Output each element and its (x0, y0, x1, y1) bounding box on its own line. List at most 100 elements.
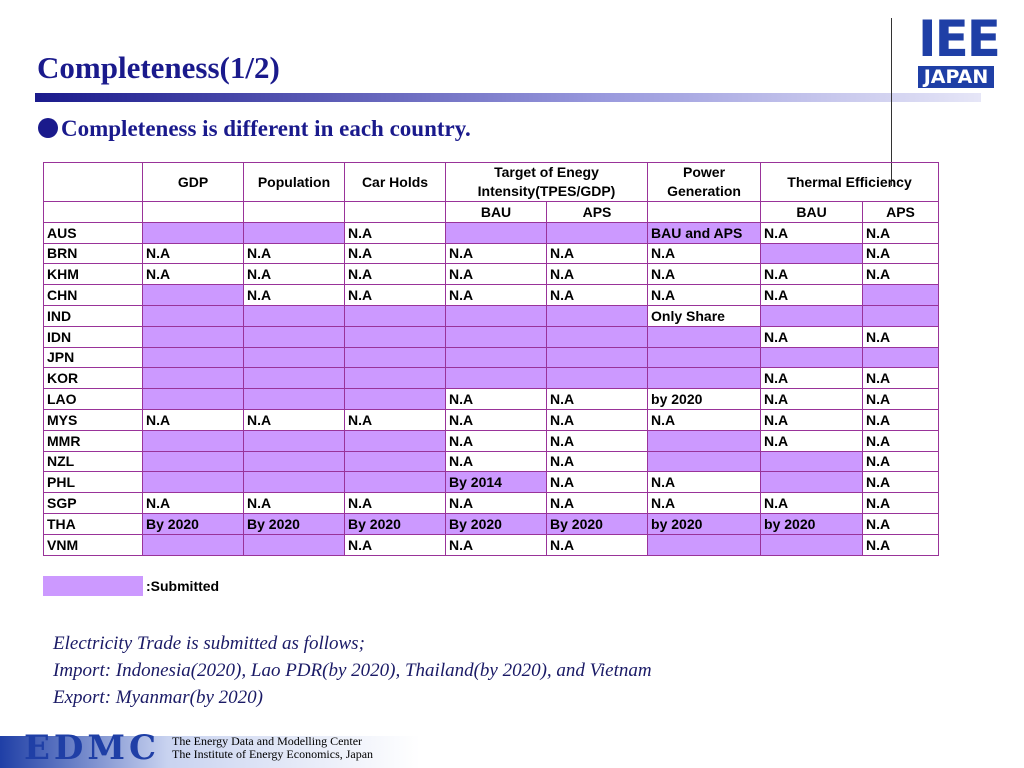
subheader-row: BAU APS BAU APS (43, 201, 940, 223)
cell: N.A (243, 263, 345, 286)
cell: N.A (545, 408, 649, 431)
cell (243, 471, 345, 494)
row-label: PHL (43, 471, 143, 494)
subcolumn-header (142, 201, 244, 223)
row: KOR N.A N.A (43, 367, 940, 390)
cell (344, 388, 446, 410)
subcolumn-header (647, 201, 762, 223)
cell: N.A (647, 242, 762, 265)
cell (760, 533, 864, 556)
cell: N.A (862, 471, 940, 494)
cell: N.A (344, 533, 446, 556)
cell (142, 221, 244, 244)
bullet: Completeness is different in each countr… (38, 116, 471, 142)
row-label: VNM (43, 533, 143, 556)
cell (243, 346, 345, 369)
cell (142, 367, 244, 390)
cell: N.A (545, 429, 649, 452)
legend-label: :Submitted (146, 578, 220, 594)
subcolumn-header (344, 201, 446, 223)
cell: N.A (545, 471, 649, 494)
cell (344, 325, 446, 348)
cell (760, 450, 864, 473)
cell: N.A (344, 284, 446, 306)
row-label: SGP (43, 492, 143, 514)
cell (760, 346, 864, 369)
row: CHN N.A N.A N.A N.A N.A N.A (43, 284, 940, 306)
cell (142, 304, 244, 327)
row-label: MYS (43, 408, 143, 431)
cell: N.A (760, 221, 864, 244)
cell: N.A (760, 325, 864, 348)
row-label: MMR (43, 429, 143, 452)
row: NZL N.A N.A N.A (43, 450, 940, 473)
cell (760, 471, 864, 494)
cell (545, 304, 649, 327)
cell: N.A (445, 284, 547, 306)
note-line: Electricity Trade is submitted as follow… (53, 633, 365, 654)
cell (344, 429, 446, 452)
cell: N.A (545, 388, 649, 410)
cell: By 2020 (545, 512, 649, 535)
cell: N.A (344, 242, 446, 265)
row-label: KOR (43, 367, 143, 390)
cell: N.A (142, 492, 244, 514)
cell: N.A (243, 408, 345, 431)
cell: N.A (862, 429, 940, 452)
cell (545, 325, 649, 348)
cell (862, 284, 940, 306)
row: VNM N.A N.A N.A N.A (43, 533, 940, 556)
cell: N.A (760, 367, 864, 390)
column-header: Car Holds (344, 162, 446, 202)
cell (243, 388, 345, 410)
cell: By 2014 (445, 471, 547, 494)
subcolumn-header: BAU (760, 201, 864, 223)
title-bar (35, 93, 981, 102)
row-label: IND (43, 304, 143, 327)
cell: BAU and APS (647, 221, 762, 244)
cell (647, 533, 762, 556)
cell: N.A (243, 492, 345, 514)
cell: N.A (142, 408, 244, 431)
column-header: Power Generation (647, 162, 762, 202)
row: THA By 2020 By 2020 By 2020 By 2020 By 2020 by… (43, 512, 940, 535)
cell: N.A (445, 429, 547, 452)
cell: N.A (647, 263, 762, 286)
row-label: IDN (43, 325, 143, 348)
cell (142, 388, 244, 410)
bullet-dot (38, 118, 58, 138)
cell: N.A (862, 221, 940, 244)
cell: N.A (862, 533, 940, 556)
cell (445, 221, 547, 244)
cell (243, 533, 345, 556)
row-label: AUS (43, 221, 143, 244)
row: AUS N.A BAU and APS N.A N.A (43, 221, 940, 244)
cell: N.A (545, 450, 649, 473)
cell (647, 367, 762, 390)
cell: by 2020 (647, 388, 762, 410)
cell (142, 284, 244, 306)
cell (243, 304, 345, 327)
row-label: BRN (43, 242, 143, 265)
cell: N.A (445, 242, 547, 265)
cell: N.A (862, 367, 940, 390)
cell: N.A (344, 263, 446, 286)
cell: N.A (545, 263, 649, 286)
cell: N.A (344, 408, 446, 431)
cell: N.A (647, 471, 762, 494)
subcolumn-header: BAU (445, 201, 547, 223)
cell (445, 304, 547, 327)
subcolumn-header: APS (545, 201, 649, 223)
table: GDP Population Car Holds Target of Enegy In… (43, 162, 940, 556)
corner-cell (43, 201, 143, 223)
corner-cell (43, 162, 143, 202)
subcolumn-header: APS (862, 201, 940, 223)
note-line: Export: Myanmar(by 2020) (53, 687, 264, 708)
cell: N.A (647, 408, 762, 431)
cell (545, 346, 649, 369)
cell: N.A (142, 242, 244, 265)
cell (760, 304, 864, 327)
cell: N.A (760, 429, 864, 452)
column-header: Population (243, 162, 345, 202)
cell (142, 533, 244, 556)
